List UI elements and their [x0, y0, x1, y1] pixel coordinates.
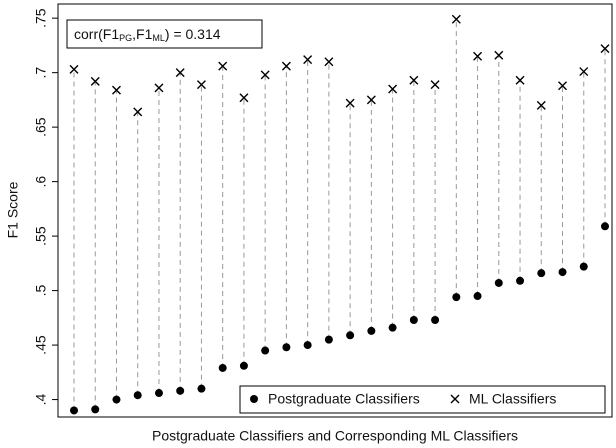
dot [303, 341, 312, 350]
y-tick-label: .6 [33, 176, 49, 188]
y-tick-label: .5 [33, 285, 49, 297]
y-axis-label: F1 Score [5, 181, 21, 238]
dot [367, 326, 376, 335]
dot [218, 363, 227, 372]
y-tick-label: .45 [33, 335, 49, 355]
cross [366, 95, 376, 105]
dot [516, 276, 525, 285]
dot [388, 323, 397, 332]
dot [176, 386, 185, 395]
dot [346, 331, 355, 340]
dot [579, 262, 588, 271]
legend-marker [450, 394, 460, 404]
legend-label: ML Classifiers [469, 391, 556, 407]
y-tick-label: .75 [33, 8, 49, 28]
dot [282, 343, 291, 352]
cross [218, 61, 228, 71]
annotation-subscript: PG [119, 33, 132, 43]
cross [303, 55, 313, 65]
legend-box [239, 385, 606, 414]
dot [537, 269, 546, 278]
cross [324, 57, 334, 67]
annotation-box [66, 19, 263, 49]
cross [133, 107, 143, 117]
dot [431, 316, 440, 325]
cross [536, 100, 546, 110]
dot [494, 278, 503, 287]
dot [197, 384, 206, 393]
cross [69, 64, 79, 74]
cross [558, 81, 568, 91]
cross [430, 80, 440, 90]
cross [111, 85, 121, 95]
cross [409, 75, 419, 85]
cross [494, 50, 504, 60]
cross [451, 14, 461, 24]
cross [388, 84, 398, 94]
cross [579, 67, 589, 77]
y-tick-label: .55 [33, 226, 49, 246]
legend-label: Postgraduate Classifiers [268, 391, 420, 407]
dot [239, 361, 248, 370]
cross [600, 44, 610, 54]
cross [154, 83, 164, 93]
cross [473, 51, 483, 61]
legend-marker [250, 395, 258, 403]
cross [90, 76, 100, 86]
dot [91, 405, 100, 414]
plot-frame [57, 3, 613, 418]
cross [260, 70, 270, 80]
cross [515, 75, 525, 85]
dot [154, 389, 163, 398]
cross [196, 80, 206, 90]
y-tick-label: .4 [33, 394, 49, 406]
y-tick-label: .65 [33, 117, 49, 137]
cross [281, 61, 291, 71]
cross [345, 98, 355, 108]
annotation: corr(F1PG,F1ML) = 0.314 [74, 26, 221, 44]
dot [452, 293, 461, 302]
cross [239, 93, 249, 103]
dot [70, 406, 78, 415]
annotation-part: ,F1 [132, 26, 152, 42]
dot [558, 268, 567, 277]
cross [175, 68, 185, 78]
dot [324, 335, 333, 344]
dot [261, 346, 270, 355]
annotation-part: ) = 0.314 [165, 26, 221, 42]
y-tick-label: .7 [33, 67, 49, 79]
annotation-part: corr(F1 [74, 26, 119, 42]
dot [133, 391, 142, 400]
annotation-subscript: ML [152, 33, 165, 43]
dot [601, 222, 609, 231]
x-axis-label: Postgraduate Classifiers and Correspondi… [152, 428, 518, 444]
dot [473, 292, 482, 301]
dot [409, 316, 418, 325]
dot [112, 395, 121, 404]
